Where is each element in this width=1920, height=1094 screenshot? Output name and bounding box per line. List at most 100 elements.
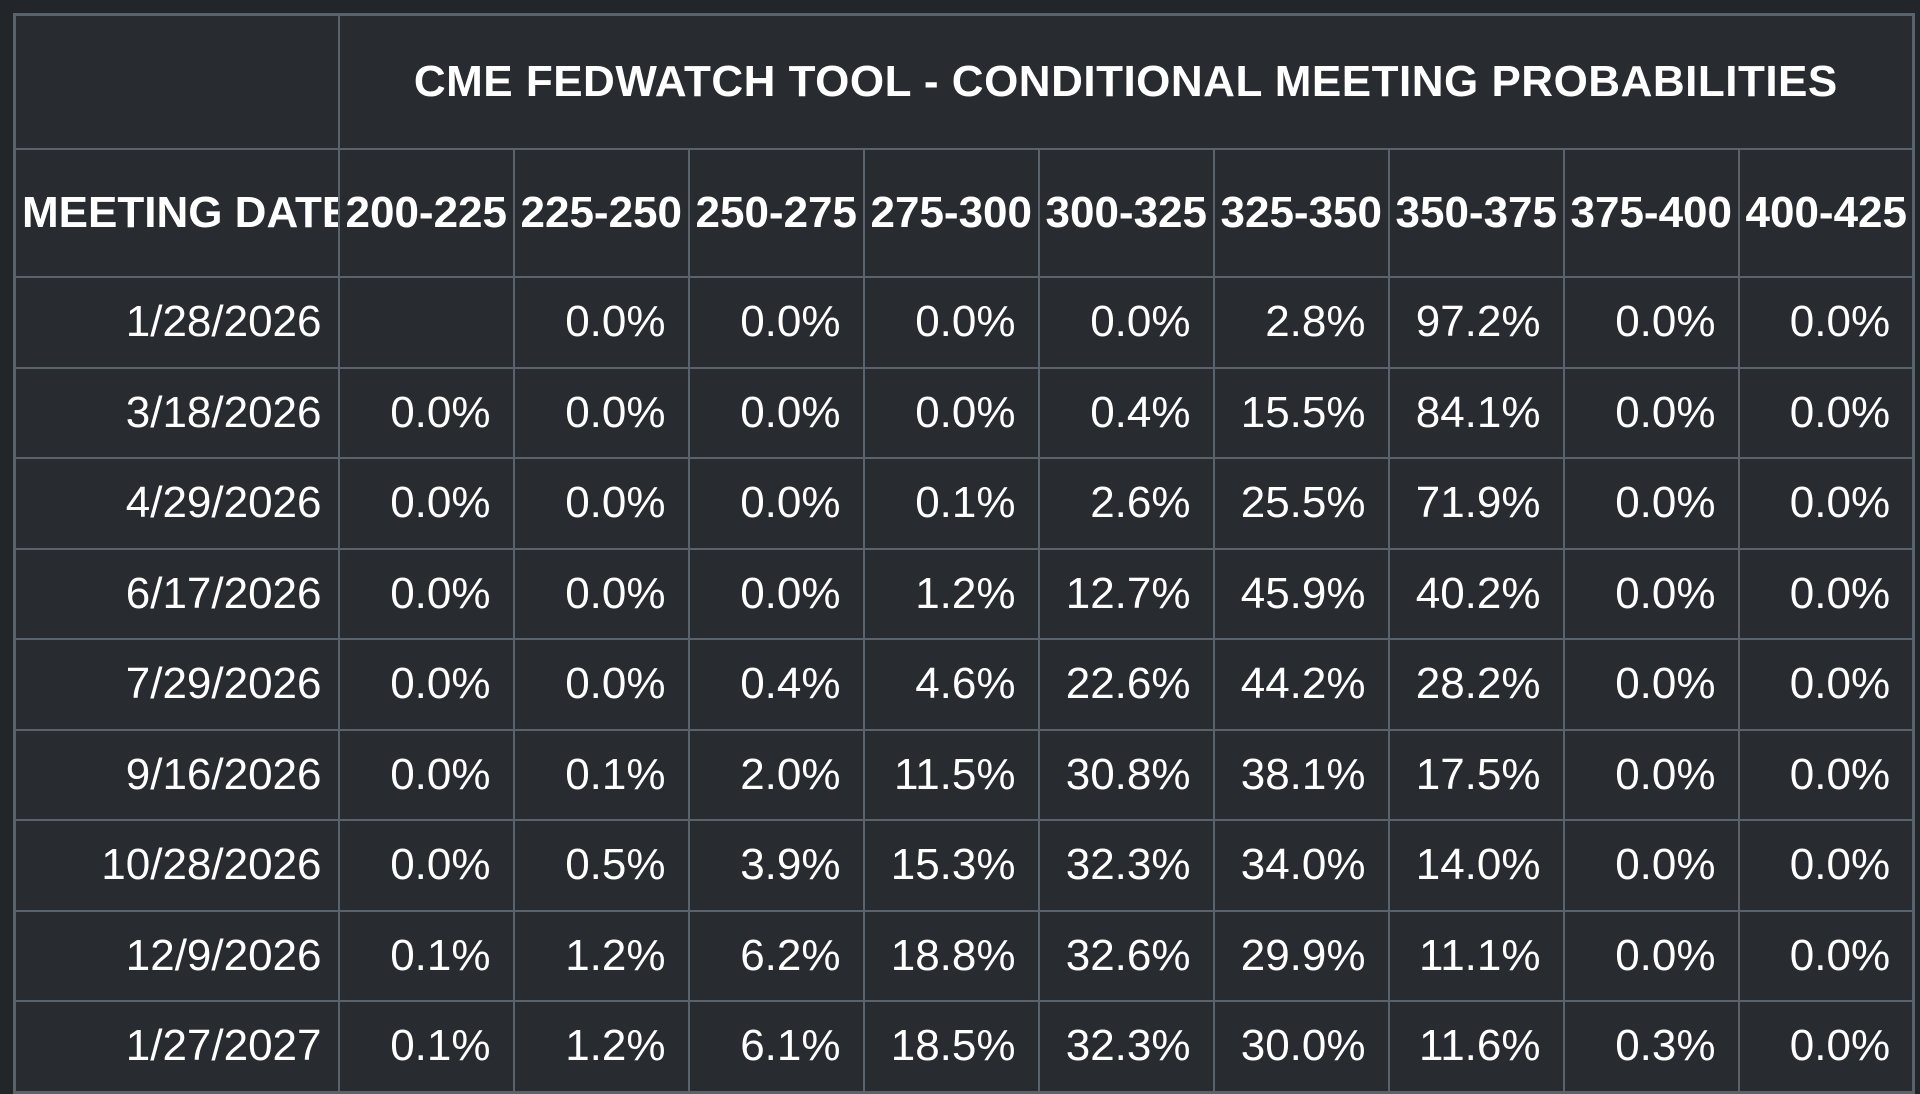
probability-cell: 32.3% bbox=[1037, 819, 1215, 912]
probability-cell: 11.6% bbox=[1387, 1000, 1565, 1093]
meeting-date-cell: 3/18/2026 bbox=[13, 366, 340, 459]
table-title: CME FEDWATCH TOOL - CONDITIONAL MEETING … bbox=[337, 13, 1915, 150]
probability-cell: 0.3% bbox=[1562, 1000, 1740, 1093]
probability-cell: 0.0% bbox=[337, 819, 515, 912]
rate-range-header: 275-300 bbox=[862, 148, 1040, 278]
probability-cell: 29.9% bbox=[1212, 909, 1390, 1002]
probability-cell: 0.0% bbox=[1737, 547, 1915, 640]
meeting-date-cell: 7/29/2026 bbox=[13, 638, 340, 731]
probability-cell: 0.0% bbox=[337, 638, 515, 731]
table-row: 7/29/2026 0.0% 0.0% 0.4% 4.6% 22.6% 44.2% 28.2%… bbox=[13, 638, 1915, 731]
rate-range-header: 325-350 bbox=[1212, 148, 1390, 278]
table-row: 3/18/2026 0.0% 0.0% 0.0% 0.0% 0.4% 15.5% 84.1% 0… bbox=[13, 366, 1915, 459]
probability-cell: 0.4% bbox=[1037, 366, 1215, 459]
probability-cell: 0.0% bbox=[687, 366, 865, 459]
probability-cell: 0.0% bbox=[1737, 366, 1915, 459]
title-row: CME FEDWATCH TOOL - CONDITIONAL MEETING … bbox=[13, 13, 1915, 150]
probability-cell: 0.0% bbox=[862, 366, 1040, 459]
table-row: 9/16/2026 0.0% 0.1% 2.0% 11.5% 30.8% 38.1% 17.5… bbox=[13, 728, 1915, 821]
table-row: 6/17/2026 0.0% 0.0% 0.0% 1.2% 12.7% 45.9% 40.2%… bbox=[13, 547, 1915, 640]
probability-cell: 0.0% bbox=[1562, 909, 1740, 1002]
probability-cell: 18.8% bbox=[862, 909, 1040, 1002]
probability-cell: 6.1% bbox=[687, 1000, 865, 1093]
probability-cell: 0.0% bbox=[1737, 909, 1915, 1002]
rate-range-header: 375-400 bbox=[1562, 148, 1740, 278]
probability-cell: 28.2% bbox=[1387, 638, 1565, 731]
rate-range-header: 250-275 bbox=[687, 148, 865, 278]
probability-cell: 30.0% bbox=[1212, 1000, 1390, 1093]
probability-cell: 11.1% bbox=[1387, 909, 1565, 1002]
probability-cell: 0.0% bbox=[1737, 728, 1915, 821]
probability-cell bbox=[337, 276, 515, 369]
meeting-date-cell: 1/27/2027 bbox=[13, 1000, 340, 1093]
probability-cell: 44.2% bbox=[1212, 638, 1390, 731]
probability-cell: 0.0% bbox=[1037, 276, 1215, 369]
probability-cell: 71.9% bbox=[1387, 457, 1565, 550]
probability-cell: 40.2% bbox=[1387, 547, 1565, 640]
meeting-date-cell: 10/28/2026 bbox=[13, 819, 340, 912]
fedwatch-table-container: CME FEDWATCH TOOL - CONDITIONAL MEETING … bbox=[13, 13, 1916, 1094]
meeting-date-cell: 12/9/2026 bbox=[13, 909, 340, 1002]
table-row: 10/28/2026 0.0% 0.5% 3.9% 15.3% 32.3% 34.0% 14.… bbox=[13, 819, 1915, 912]
fedwatch-probabilities-table: CME FEDWATCH TOOL - CONDITIONAL MEETING … bbox=[13, 13, 1916, 1094]
rate-range-header: 300-325 bbox=[1037, 148, 1215, 278]
probability-cell: 0.0% bbox=[337, 457, 515, 550]
probability-cell: 6.2% bbox=[687, 909, 865, 1002]
probability-cell: 0.0% bbox=[1562, 728, 1740, 821]
probability-cell: 0.1% bbox=[337, 909, 515, 1002]
meeting-date-cell: 4/29/2026 bbox=[13, 457, 340, 550]
probability-cell: 30.8% bbox=[1037, 728, 1215, 821]
column-header-row: MEETING DATE 200-225 225-250 250-275 275-300… bbox=[13, 148, 1915, 278]
probability-cell: 45.9% bbox=[1212, 547, 1390, 640]
corner-cell bbox=[13, 13, 340, 150]
probability-cell: 0.0% bbox=[512, 638, 690, 731]
probability-cell: 32.3% bbox=[1037, 1000, 1215, 1093]
probability-cell: 0.0% bbox=[1737, 638, 1915, 731]
probability-cell: 2.6% bbox=[1037, 457, 1215, 550]
probability-cell: 0.0% bbox=[862, 276, 1040, 369]
table-row: 12/9/2026 0.1% 1.2% 6.2% 18.8% 32.6% 29.9% 11.1… bbox=[13, 909, 1915, 1002]
probability-cell: 0.0% bbox=[1737, 276, 1915, 369]
probability-cell: 15.3% bbox=[862, 819, 1040, 912]
probability-cell: 0.0% bbox=[687, 547, 865, 640]
rate-range-header: 350-375 bbox=[1387, 148, 1565, 278]
probability-cell: 1.2% bbox=[512, 1000, 690, 1093]
probability-cell: 0.0% bbox=[1737, 457, 1915, 550]
probability-cell: 0.0% bbox=[1562, 819, 1740, 912]
probability-cell: 0.0% bbox=[512, 276, 690, 369]
meeting-date-header: MEETING DATE bbox=[13, 148, 340, 278]
probability-cell: 0.0% bbox=[1737, 819, 1915, 912]
rate-range-header: 200-225 bbox=[337, 148, 515, 278]
probability-cell: 97.2% bbox=[1387, 276, 1565, 369]
probability-cell: 14.0% bbox=[1387, 819, 1565, 912]
probability-cell: 22.6% bbox=[1037, 638, 1215, 731]
probability-cell: 1.2% bbox=[862, 547, 1040, 640]
probability-cell: 38.1% bbox=[1212, 728, 1390, 821]
probability-cell: 0.0% bbox=[687, 276, 865, 369]
table-row: 4/29/2026 0.0% 0.0% 0.0% 0.1% 2.6% 25.5% 71.9% 0… bbox=[13, 457, 1915, 550]
probability-cell: 18.5% bbox=[862, 1000, 1040, 1093]
probability-cell: 0.5% bbox=[512, 819, 690, 912]
meeting-date-cell: 6/17/2026 bbox=[13, 547, 340, 640]
probability-cell: 4.6% bbox=[862, 638, 1040, 731]
probability-cell: 0.0% bbox=[337, 366, 515, 459]
probability-cell: 0.0% bbox=[512, 366, 690, 459]
table-row: 1/27/2027 0.1% 1.2% 6.1% 18.5% 32.3% 30.0% 11.6… bbox=[13, 1000, 1915, 1093]
probability-cell: 3.9% bbox=[687, 819, 865, 912]
probability-cell: 84.1% bbox=[1387, 366, 1565, 459]
probability-cell: 2.0% bbox=[687, 728, 865, 821]
probability-cell: 0.0% bbox=[1562, 366, 1740, 459]
probability-cell: 0.0% bbox=[337, 547, 515, 640]
probability-cell: 0.1% bbox=[862, 457, 1040, 550]
meeting-date-cell: 1/28/2026 bbox=[13, 276, 340, 369]
probability-cell: 0.0% bbox=[1737, 1000, 1915, 1093]
table-row: 1/28/2026 0.0% 0.0% 0.0% 0.0% 2.8% 97.2% 0.0% 0.… bbox=[13, 276, 1915, 369]
probability-cell: 0.0% bbox=[1562, 638, 1740, 731]
probability-cell: 0.0% bbox=[1562, 276, 1740, 369]
meeting-date-cell: 9/16/2026 bbox=[13, 728, 340, 821]
probability-cell: 17.5% bbox=[1387, 728, 1565, 821]
probability-cell: 11.5% bbox=[862, 728, 1040, 821]
probability-cell: 0.0% bbox=[512, 457, 690, 550]
probability-cell: 34.0% bbox=[1212, 819, 1390, 912]
probability-cell: 0.1% bbox=[512, 728, 690, 821]
